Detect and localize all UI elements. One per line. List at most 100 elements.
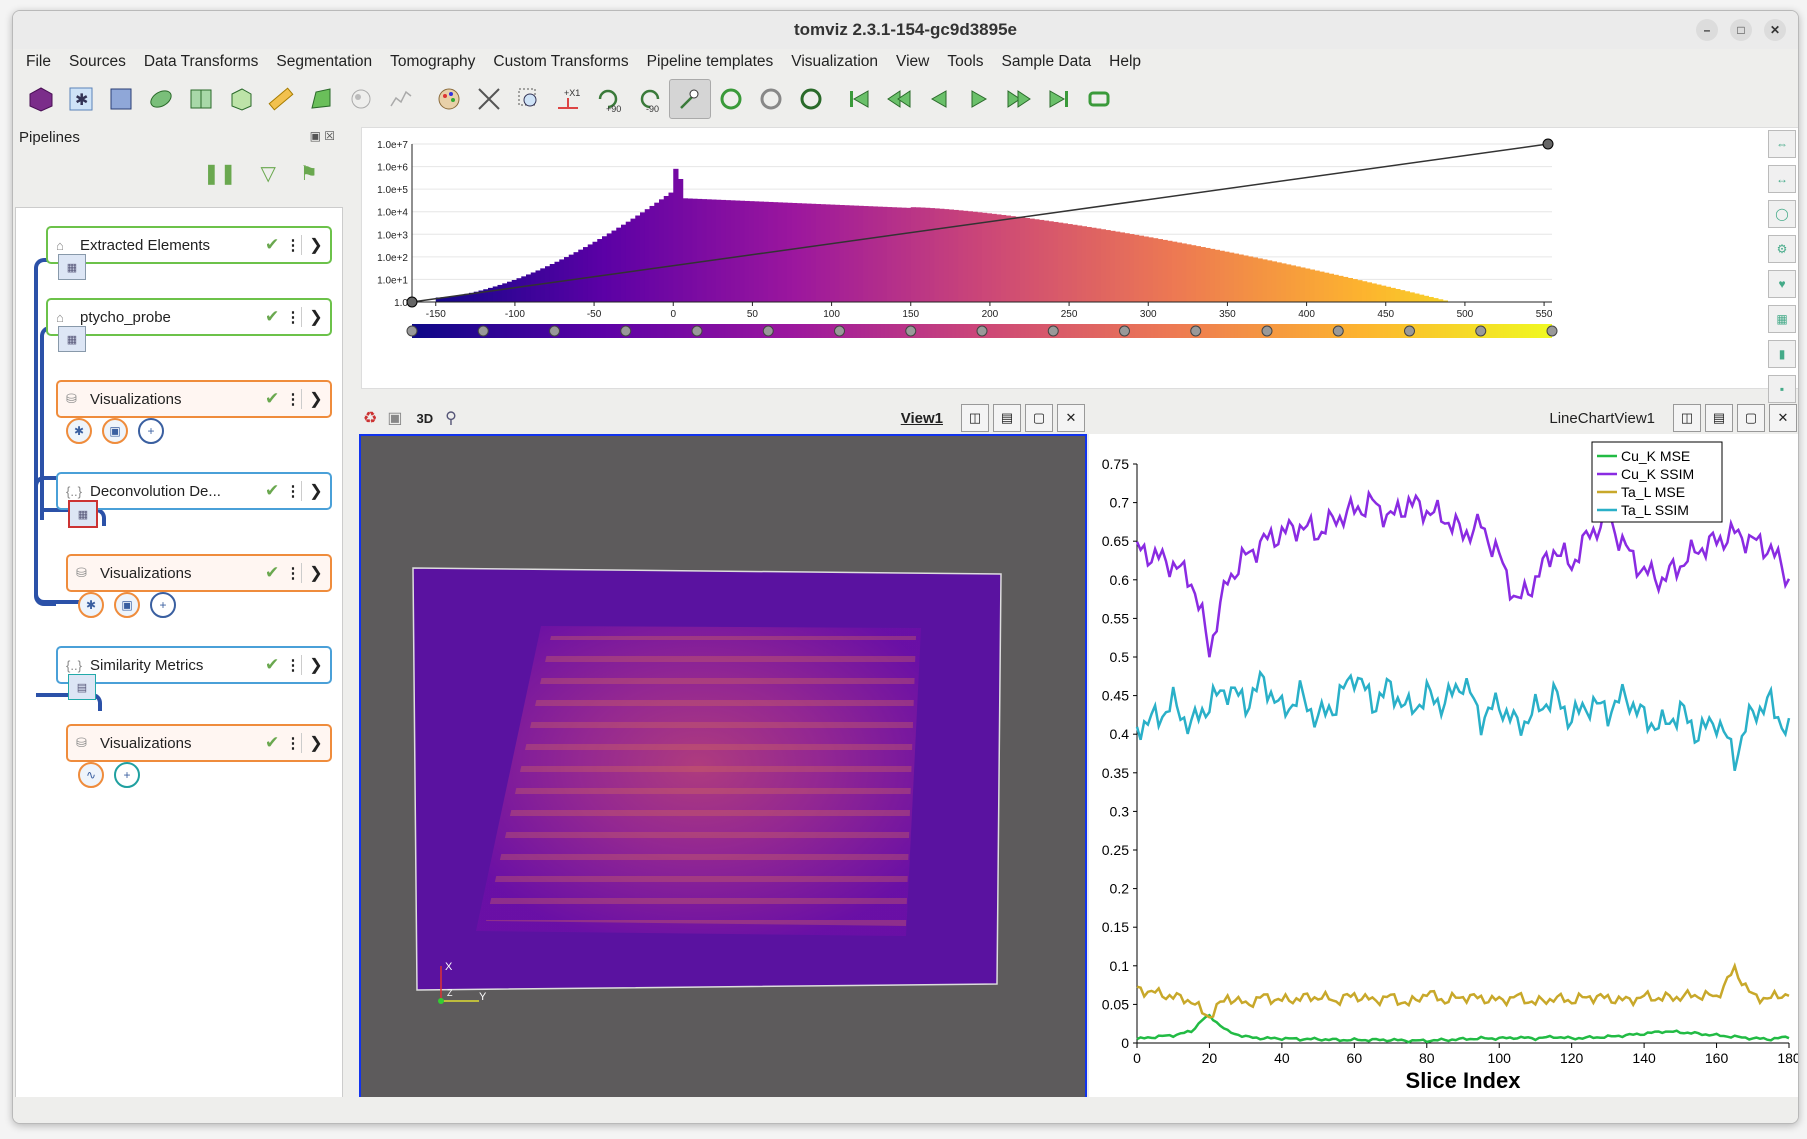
volume-slice-image[interactable]: X Y Z	[361, 436, 1081, 1095]
more-options-icon[interactable]: ⋮	[285, 237, 301, 254]
add-icon[interactable]: +	[138, 418, 164, 444]
maximize-view-icon[interactable]: ▢	[1025, 404, 1053, 432]
add-icon[interactable]: +	[114, 762, 140, 788]
more-options-icon[interactable]: ⋮	[285, 309, 301, 326]
reset-view-icon[interactable]: ♻	[363, 410, 378, 427]
linechart-title[interactable]: LineChartView1	[1549, 409, 1655, 427]
menu-sample-data[interactable]: Sample Data	[1001, 53, 1092, 70]
contour-icon[interactable]	[141, 80, 181, 118]
colormap-control-point[interactable]	[905, 325, 917, 337]
grayscale-icon[interactable]: ▪	[1768, 375, 1796, 403]
gradient-icon[interactable]: ▮	[1768, 340, 1796, 368]
menu-data-transforms[interactable]: Data Transforms	[143, 53, 259, 70]
last-frame-icon[interactable]	[1039, 80, 1079, 118]
maximize-view-icon[interactable]: ▢	[1737, 404, 1765, 432]
rotate-minus-90-icon[interactable]: -90	[629, 80, 669, 118]
colormap-control-point[interactable]	[1404, 325, 1415, 337]
opacity-icon[interactable]: ◯	[1768, 200, 1796, 228]
more-options-icon[interactable]: ⋮	[285, 735, 301, 752]
expand-arrow-icon[interactable]: ❯	[301, 481, 330, 501]
colormap-control-point[interactable]	[549, 325, 560, 337]
snowflake-icon[interactable]: ✱	[61, 80, 101, 118]
preset-icon[interactable]: ♥	[1768, 270, 1796, 298]
minimize-button[interactable]: –	[1696, 19, 1718, 41]
colormap-control-point[interactable]	[620, 325, 632, 337]
zoom-box-icon[interactable]	[509, 80, 549, 118]
refresh-dark-icon[interactable]	[791, 80, 831, 118]
menu-custom-transforms[interactable]: Custom Transforms	[493, 53, 629, 70]
colormap-control-point[interactable]	[406, 325, 418, 337]
snowflake-icon[interactable]: ✱	[78, 592, 104, 618]
pipeline-node-similarity-metrics[interactable]: {..} Similarity Metrics ✔ ⋮ ❯	[56, 646, 332, 684]
menu-tomography[interactable]: Tomography	[390, 53, 476, 70]
menu-segmentation[interactable]: Segmentation	[276, 53, 373, 70]
molecule-icon[interactable]	[341, 80, 381, 118]
rotate-plus-90-icon[interactable]: +90	[589, 80, 629, 118]
close-view-icon[interactable]: ✕	[1769, 404, 1797, 432]
mesh-icon[interactable]	[301, 80, 341, 118]
colormap-control-point[interactable]	[477, 325, 489, 337]
line-chart-icon[interactable]: ∿	[78, 762, 104, 788]
line-chart-view[interactable]: 0 0.05 0.1 0.15 0.2 0.25 0.3 0.35 0.4 0.45 0.5 0.55…	[1089, 434, 1799, 1099]
axis-icon[interactable]: +X1	[549, 80, 589, 118]
pipeline-node-visualizations[interactable]: ⛁ Visualizations ✔ ⋮ ❯	[66, 724, 332, 762]
opacity-control-point[interactable]	[406, 296, 418, 308]
pipeline-node-ptycho-probe[interactable]: ⌂ ptycho_probe ✔ ⋮ ❯	[46, 298, 332, 336]
mode-3d-button[interactable]: 3D	[416, 410, 434, 426]
panel-controls[interactable]: ▣ ☒	[309, 129, 335, 143]
pipeline-node-deconvolution[interactable]: {..} Deconvolution De... ✔ ⋮ ❯	[56, 472, 332, 510]
split-horizontal-icon[interactable]: ◫	[961, 404, 989, 432]
play-icon[interactable]	[959, 80, 999, 118]
pipeline-node-visualizations[interactable]: ⛁ Visualizations ✔ ⋮ ❯	[66, 554, 332, 592]
colormap-control-point[interactable]	[1475, 325, 1487, 337]
filter-icon[interactable]: ▽	[260, 163, 276, 185]
interaction-icon[interactable]	[669, 79, 711, 119]
pause-icon[interactable]: ❚❚	[203, 163, 237, 185]
colormap-control-point[interactable]	[976, 325, 988, 337]
table-thumbnail-icon[interactable]: ▤	[68, 674, 96, 700]
menu-sources[interactable]: Sources	[68, 53, 126, 70]
opacity-function-line[interactable]	[411, 143, 1549, 303]
view1-title[interactable]: View1	[900, 409, 943, 427]
save-icon[interactable]: ▦	[1768, 305, 1796, 333]
menu-help[interactable]: Help	[1109, 53, 1142, 70]
maximize-button[interactable]: □	[1730, 19, 1752, 41]
palette-icon[interactable]	[429, 80, 469, 118]
cube-icon[interactable]	[21, 80, 61, 118]
histogram-plot[interactable]: 1.0e+7 1.0e+6 1.0e+5 1.0e+4 1.0e+3 1.0e+2 1.0e…	[362, 128, 1762, 386]
refresh-icon[interactable]	[711, 80, 751, 118]
colormap-control-point[interactable]	[1190, 325, 1202, 337]
dataset-thumbnail-icon[interactable]: ▦	[58, 326, 86, 352]
reset-camera-icon[interactable]	[469, 80, 509, 118]
dataset-thumbnail-icon[interactable]: ▦	[68, 500, 98, 528]
add-icon[interactable]: +	[150, 592, 176, 618]
fit-range-icon[interactable]: ⇔	[1768, 130, 1796, 158]
menu-visualization[interactable]: Visualization	[791, 53, 879, 70]
expand-arrow-icon[interactable]: ❯	[301, 655, 330, 675]
play-back-icon[interactable]	[919, 80, 959, 118]
colormap-control-point[interactable]	[1047, 325, 1059, 337]
first-frame-icon[interactable]	[839, 80, 879, 118]
snowflake-icon[interactable]: ✱	[66, 418, 92, 444]
prev-frame-icon[interactable]	[879, 80, 919, 118]
split-vertical-icon[interactable]: ▤	[1705, 404, 1733, 432]
menu-tools[interactable]: Tools	[947, 53, 984, 70]
refresh-gray-icon[interactable]	[751, 80, 791, 118]
split-horizontal-icon[interactable]: ◫	[1673, 404, 1701, 432]
line-chart[interactable]: 0 0.05 0.1 0.15 0.2 0.25 0.3 0.35 0.4 0.45 0.5 0.55…	[1089, 434, 1799, 1099]
colormap-control-point[interactable]	[762, 325, 774, 337]
colormap-control-point[interactable]	[1119, 325, 1130, 337]
settings-icon[interactable]: ⚙	[1768, 235, 1796, 263]
volume-icon[interactable]: ▣	[102, 418, 128, 444]
more-options-icon[interactable]: ⋮	[285, 657, 301, 674]
menu-file[interactable]: File	[26, 53, 51, 70]
expand-arrow-icon[interactable]: ❯	[301, 563, 330, 583]
expand-arrow-icon[interactable]: ❯	[301, 307, 330, 327]
pipeline-node-extracted-elements[interactable]: ⌂ Extracted Elements ✔ ⋮ ❯	[46, 226, 332, 264]
colormap-editor[interactable]: 1.0e+7 1.0e+6 1.0e+5 1.0e+4 1.0e+3 1.0e+2 1.0e…	[361, 127, 1798, 403]
slice-icon[interactable]	[181, 80, 221, 118]
ruler-icon[interactable]	[261, 80, 301, 118]
colormap-control-point[interactable]	[834, 325, 845, 337]
box-icon[interactable]	[221, 80, 261, 118]
expand-arrow-icon[interactable]: ❯	[301, 389, 330, 409]
